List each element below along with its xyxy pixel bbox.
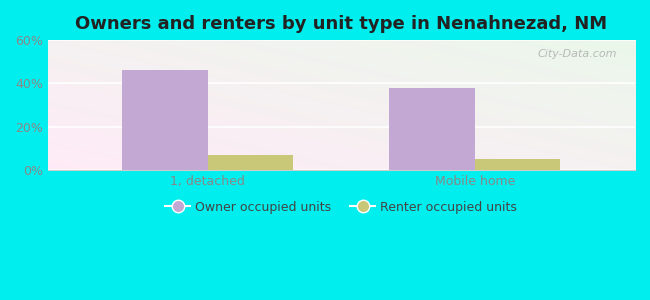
Title: Owners and renters by unit type in Nenahnezad, NM: Owners and renters by unit type in Nenah… <box>75 15 608 33</box>
Legend: Owner occupied units, Renter occupied units: Owner occupied units, Renter occupied un… <box>161 196 522 219</box>
Bar <box>389 88 475 170</box>
Bar <box>475 159 560 170</box>
Bar <box>122 70 208 170</box>
Bar <box>208 155 293 170</box>
Text: City-Data.com: City-Data.com <box>538 49 617 59</box>
